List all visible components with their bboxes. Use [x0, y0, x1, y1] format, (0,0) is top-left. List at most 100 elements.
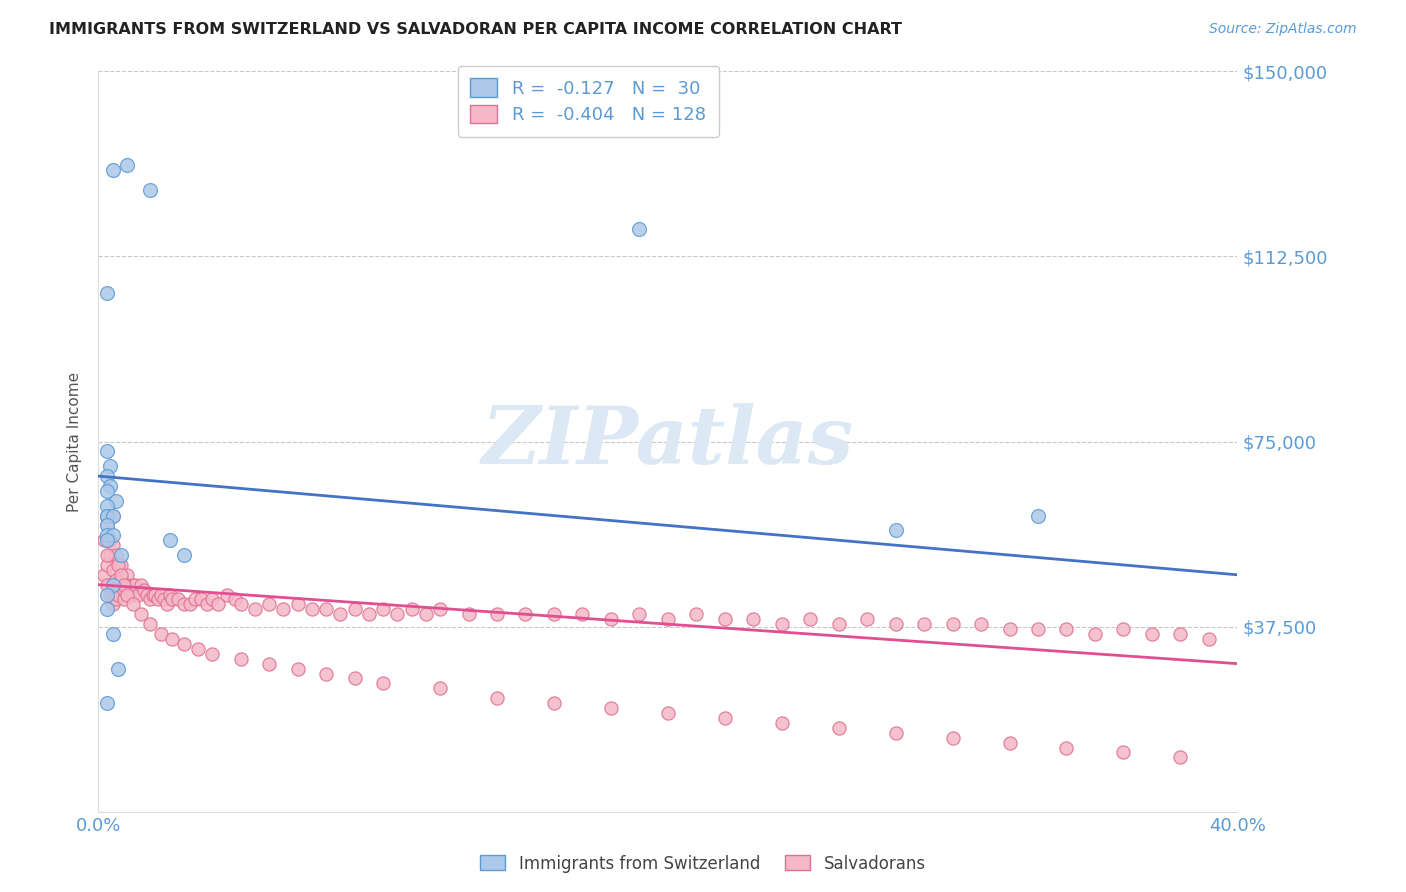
Point	[115, 588, 138, 602]
Point	[373, 602, 395, 616]
Point	[101, 627, 124, 641]
Point	[543, 696, 565, 710]
Point	[195, 598, 218, 612]
Point	[229, 651, 252, 665]
Point	[145, 588, 167, 602]
Point	[600, 612, 623, 626]
Point	[401, 602, 423, 616]
Point	[104, 548, 127, 562]
Point	[315, 602, 337, 616]
Point	[828, 617, 851, 632]
Point	[96, 533, 118, 548]
Point	[187, 641, 209, 656]
Point	[101, 508, 124, 523]
Point	[173, 548, 195, 562]
Point	[343, 602, 366, 616]
Point	[101, 163, 124, 178]
Point	[1056, 622, 1078, 636]
Point	[112, 582, 135, 597]
Point	[104, 582, 127, 597]
Point	[93, 533, 115, 548]
Point	[373, 676, 395, 690]
Point	[96, 469, 118, 483]
Point	[110, 548, 132, 562]
Point	[110, 573, 132, 587]
Point	[457, 607, 479, 622]
Point	[96, 518, 118, 533]
Point	[96, 602, 118, 616]
Text: ZIPatlas: ZIPatlas	[482, 403, 853, 480]
Point	[184, 592, 207, 607]
Point	[543, 607, 565, 622]
Point	[828, 721, 851, 735]
Point	[153, 592, 176, 607]
Point	[98, 459, 121, 474]
Point	[173, 637, 195, 651]
Point	[243, 602, 266, 616]
Point	[429, 681, 451, 696]
Point	[273, 602, 295, 616]
Point	[98, 479, 121, 493]
Point	[770, 617, 793, 632]
Point	[156, 598, 179, 612]
Point	[167, 592, 190, 607]
Point	[201, 592, 224, 607]
Point	[856, 612, 879, 626]
Point	[121, 588, 143, 602]
Point	[150, 588, 173, 602]
Point	[107, 662, 129, 676]
Point	[799, 612, 821, 626]
Point	[343, 672, 366, 686]
Point	[287, 598, 309, 612]
Point	[259, 598, 281, 612]
Point	[1112, 622, 1135, 636]
Point	[1140, 627, 1163, 641]
Point	[101, 577, 124, 591]
Point	[104, 493, 127, 508]
Point	[942, 731, 965, 745]
Point	[104, 592, 127, 607]
Point	[1112, 746, 1135, 760]
Point	[129, 607, 152, 622]
Point	[1026, 622, 1049, 636]
Point	[96, 548, 118, 562]
Point	[190, 592, 212, 607]
Point	[101, 598, 124, 612]
Point	[173, 598, 195, 612]
Text: IMMIGRANTS FROM SWITZERLAND VS SALVADORAN PER CAPITA INCOME CORRELATION CHART: IMMIGRANTS FROM SWITZERLAND VS SALVADORA…	[49, 22, 903, 37]
Point	[714, 612, 737, 626]
Y-axis label: Per Capita Income: Per Capita Income	[67, 371, 83, 512]
Point	[1084, 627, 1107, 641]
Point	[101, 563, 124, 577]
Point	[162, 632, 184, 646]
Point	[224, 592, 246, 607]
Point	[138, 617, 160, 632]
Point	[159, 533, 181, 548]
Point	[96, 588, 118, 602]
Point	[429, 602, 451, 616]
Point	[571, 607, 593, 622]
Point	[107, 577, 129, 591]
Point	[179, 598, 201, 612]
Point	[96, 508, 118, 523]
Point	[515, 607, 537, 622]
Point	[112, 577, 135, 591]
Point	[315, 666, 337, 681]
Point	[215, 588, 238, 602]
Point	[110, 567, 132, 582]
Legend: R =  -0.127   N =  30, R =  -0.404   N = 128: R = -0.127 N = 30, R = -0.404 N = 128	[458, 66, 718, 136]
Point	[96, 528, 118, 542]
Point	[229, 598, 252, 612]
Point	[162, 592, 184, 607]
Point	[714, 711, 737, 725]
Point	[150, 627, 173, 641]
Point	[121, 598, 143, 612]
Point	[301, 602, 323, 616]
Point	[486, 607, 509, 622]
Point	[96, 577, 118, 591]
Point	[770, 715, 793, 730]
Point	[127, 588, 149, 602]
Point	[357, 607, 380, 622]
Point	[742, 612, 765, 626]
Point	[101, 588, 124, 602]
